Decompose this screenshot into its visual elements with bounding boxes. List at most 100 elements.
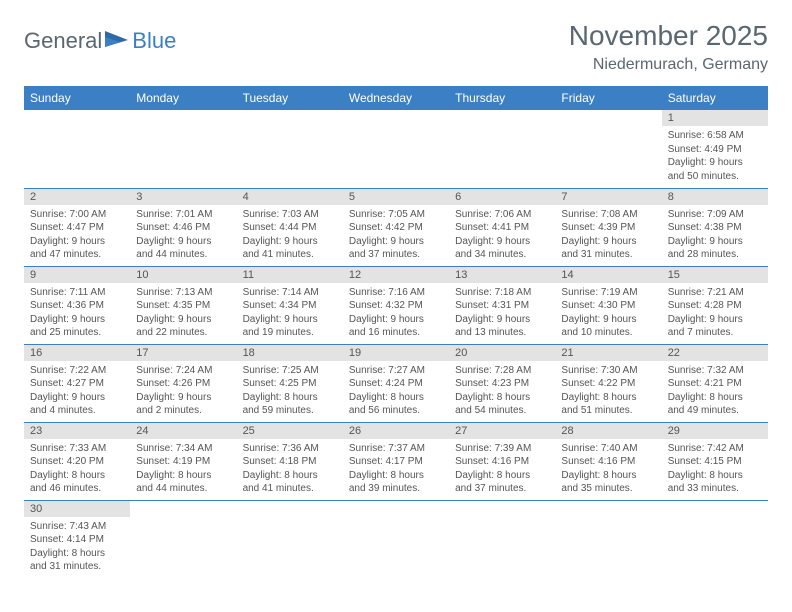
weekday-header: Wednesday [343, 86, 449, 110]
sunset-text: Sunset: 4:24 PM [349, 377, 443, 391]
calendar-cell: 30Sunrise: 7:43 AMSunset: 4:14 PMDayligh… [24, 500, 130, 578]
day-number: 23 [24, 423, 130, 439]
day-content: Sunrise: 7:25 AMSunset: 4:25 PMDaylight:… [237, 361, 343, 422]
day-number: 21 [555, 345, 661, 361]
daylight-text: Daylight: 9 hours and 41 minutes. [243, 235, 337, 262]
calendar-cell: 22Sunrise: 7:32 AMSunset: 4:21 PMDayligh… [662, 344, 768, 422]
sunrise-text: Sunrise: 7:32 AM [668, 364, 762, 378]
day-number: 29 [662, 423, 768, 439]
calendar-cell: 13 Sunrise: 7:18 AMSunset: 4:31 PMDayligh… [449, 266, 555, 344]
calendar-cell: 29Sunrise: 7:42 AMSunset: 4:15 PMDayligh… [662, 422, 768, 500]
weekday-header-row: Sunday Monday Tuesday Wednesday Thursday… [24, 86, 768, 110]
day-number: 22 [662, 345, 768, 361]
calendar-cell [130, 500, 236, 578]
day-number: 3 [130, 189, 236, 205]
sunset-text: Sunset: 4:36 PM [30, 299, 124, 313]
sunrise-text: Sunrise: 7:14 AM [243, 286, 337, 300]
sunrise-text: Sunrise: 7:03 AM [243, 208, 337, 222]
daylight-text: Daylight: 8 hours and 56 minutes. [349, 391, 443, 418]
day-content: Sunrise: 7:14 AMSunset: 4:34 PMDaylight:… [237, 283, 343, 344]
calendar-cell: 5Sunrise: 7:05 AMSunset: 4:42 PMDaylight… [343, 188, 449, 266]
calendar-cell [343, 500, 449, 578]
day-content: Sunrise: 7:13 AMSunset: 4:35 PMDaylight:… [130, 283, 236, 344]
sunrise-text: Sunrise: 7:28 AM [455, 364, 549, 378]
calendar-cell: 8Sunrise: 7:09 AMSunset: 4:38 PMDaylight… [662, 188, 768, 266]
sunset-text: Sunset: 4:38 PM [668, 221, 762, 235]
sunrise-text: Sunrise: 7:25 AM [243, 364, 337, 378]
daylight-text: Daylight: 9 hours and 34 minutes. [455, 235, 549, 262]
calendar-cell: 23Sunrise: 7:33 AMSunset: 4:20 PMDayligh… [24, 422, 130, 500]
calendar-cell: 1Sunrise: 6:58 AMSunset: 4:49 PMDaylight… [662, 110, 768, 188]
day-content: Sunrise: 7:22 AMSunset: 4:27 PMDaylight:… [24, 361, 130, 422]
day-content: Sunrise: 7:30 AMSunset: 4:22 PMDaylight:… [555, 361, 661, 422]
daylight-text: Daylight: 9 hours and 31 minutes. [561, 235, 655, 262]
weekday-header: Monday [130, 86, 236, 110]
calendar-table: Sunday Monday Tuesday Wednesday Thursday… [24, 86, 768, 578]
day-number: 12 [343, 267, 449, 283]
sunrise-text: Sunrise: 7:06 AM [455, 208, 549, 222]
daylight-text: Daylight: 9 hours and 47 minutes. [30, 235, 124, 262]
sunrise-text: Sunrise: 6:58 AM [668, 129, 762, 143]
sunrise-text: Sunrise: 7:11 AM [30, 286, 124, 300]
sunrise-text: Sunrise: 7:09 AM [668, 208, 762, 222]
calendar-row: 16Sunrise: 7:22 AMSunset: 4:27 PMDayligh… [24, 344, 768, 422]
sunset-text: Sunset: 4:27 PM [30, 377, 124, 391]
sunset-text: Sunset: 4:23 PM [455, 377, 549, 391]
calendar-cell: 9Sunrise: 7:11 AMSunset: 4:36 PMDaylight… [24, 266, 130, 344]
sunrise-text: Sunrise: 7:36 AM [243, 442, 337, 456]
sunrise-text: Sunrise: 7:42 AM [668, 442, 762, 456]
day-number: 6 [449, 189, 555, 205]
calendar-body: 1Sunrise: 6:58 AMSunset: 4:49 PMDaylight… [24, 110, 768, 578]
day-number: 13 [449, 267, 555, 283]
daylight-text: Daylight: 8 hours and 41 minutes. [243, 469, 337, 496]
daylight-text: Daylight: 9 hours and 25 minutes. [30, 313, 124, 340]
day-number: 28 [555, 423, 661, 439]
sunrise-text: Sunrise: 7:18 AM [455, 286, 549, 300]
sunset-text: Sunset: 4:47 PM [30, 221, 124, 235]
daylight-text: Daylight: 8 hours and 31 minutes. [30, 547, 124, 574]
calendar-cell: 19Sunrise: 7:27 AMSunset: 4:24 PMDayligh… [343, 344, 449, 422]
sunset-text: Sunset: 4:31 PM [455, 299, 549, 313]
daylight-text: Daylight: 8 hours and 37 minutes. [455, 469, 549, 496]
header: General Blue November 2025 Niedermurach,… [24, 20, 768, 74]
logo-text-general: General [24, 28, 102, 54]
calendar-cell: 16Sunrise: 7:22 AMSunset: 4:27 PMDayligh… [24, 344, 130, 422]
sunset-text: Sunset: 4:32 PM [349, 299, 443, 313]
sunset-text: Sunset: 4:19 PM [136, 455, 230, 469]
sunset-text: Sunset: 4:28 PM [668, 299, 762, 313]
daylight-text: Daylight: 8 hours and 49 minutes. [668, 391, 762, 418]
sunset-text: Sunset: 4:49 PM [668, 143, 762, 157]
day-number: 5 [343, 189, 449, 205]
calendar-cell: 4Sunrise: 7:03 AMSunset: 4:44 PMDaylight… [237, 188, 343, 266]
daylight-text: Daylight: 9 hours and 13 minutes. [455, 313, 549, 340]
sunrise-text: Sunrise: 7:08 AM [561, 208, 655, 222]
sunrise-text: Sunrise: 7:37 AM [349, 442, 443, 456]
calendar-row: 9Sunrise: 7:11 AMSunset: 4:36 PMDaylight… [24, 266, 768, 344]
daylight-text: Daylight: 8 hours and 44 minutes. [136, 469, 230, 496]
sunset-text: Sunset: 4:16 PM [561, 455, 655, 469]
sunrise-text: Sunrise: 7:43 AM [30, 520, 124, 534]
page: General Blue November 2025 Niedermurach,… [0, 0, 792, 598]
calendar-cell: 6Sunrise: 7:06 AMSunset: 4:41 PMDaylight… [449, 188, 555, 266]
calendar-cell [449, 500, 555, 578]
sunrise-text: Sunrise: 7:16 AM [349, 286, 443, 300]
day-content: Sunrise: 7:37 AMSunset: 4:17 PMDaylight:… [343, 439, 449, 500]
sunset-text: Sunset: 4:35 PM [136, 299, 230, 313]
day-number: 20 [449, 345, 555, 361]
daylight-text: Daylight: 9 hours and 37 minutes. [349, 235, 443, 262]
location: Niedermurach, Germany [569, 56, 768, 74]
daylight-text: Daylight: 9 hours and 19 minutes. [243, 313, 337, 340]
day-content: Sunrise: 6:58 AMSunset: 4:49 PMDaylight:… [662, 126, 768, 187]
sunset-text: Sunset: 4:18 PM [243, 455, 337, 469]
day-number: 15 [662, 267, 768, 283]
daylight-text: Daylight: 9 hours and 4 minutes. [30, 391, 124, 418]
daylight-text: Daylight: 8 hours and 51 minutes. [561, 391, 655, 418]
day-content: Sunrise: 7:36 AMSunset: 4:18 PMDaylight:… [237, 439, 343, 500]
weekday-header: Sunday [24, 86, 130, 110]
sunrise-text: Sunrise: 7:05 AM [349, 208, 443, 222]
sunset-text: Sunset: 4:30 PM [561, 299, 655, 313]
sunrise-text: Sunrise: 7:24 AM [136, 364, 230, 378]
calendar-cell [555, 500, 661, 578]
day-content: Sunrise: 7:42 AMSunset: 4:15 PMDaylight:… [662, 439, 768, 500]
calendar-cell: 18Sunrise: 7:25 AMSunset: 4:25 PMDayligh… [237, 344, 343, 422]
